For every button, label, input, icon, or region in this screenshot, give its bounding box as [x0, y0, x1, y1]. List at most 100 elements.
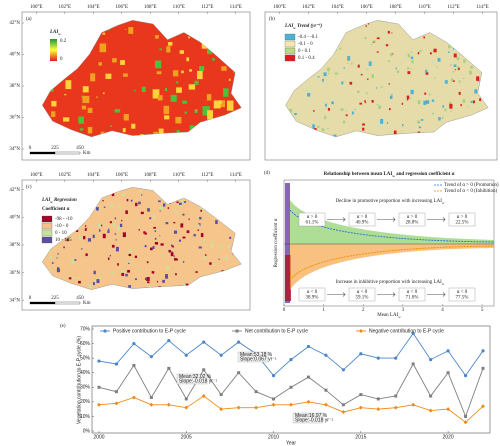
- marker: [376, 356, 380, 360]
- speckle: [144, 245, 147, 248]
- speckle: [179, 203, 182, 208]
- speckle: [109, 254, 111, 257]
- x-tick-label: 108°E: [144, 173, 157, 178]
- marker: [306, 344, 311, 349]
- region: [42, 187, 242, 290]
- marker: [394, 356, 398, 360]
- speckle: [220, 245, 223, 249]
- speckle: [56, 268, 61, 273]
- speckle: [380, 86, 383, 88]
- arrow: [377, 217, 396, 222]
- marker: [411, 402, 416, 407]
- y-tick-label: 34°N: [9, 147, 20, 152]
- marker: [202, 368, 206, 372]
- legend-swatch: [284, 33, 296, 41]
- subscript: w: [442, 201, 445, 205]
- speckle: [86, 228, 89, 231]
- legend-swatch: [41, 236, 53, 244]
- marker: [132, 363, 136, 367]
- colorbar-label: 0.2: [60, 39, 67, 44]
- speckle: [307, 92, 311, 97]
- region: [42, 20, 242, 138]
- speckle: [176, 201, 179, 203]
- annotation-box: [176, 373, 208, 385]
- speckle: [156, 71, 162, 75]
- speckle: [78, 116, 84, 124]
- speckle: [114, 221, 116, 224]
- box-label: α > 0: [307, 215, 318, 220]
- x-axis-label: Mean LAIw: [377, 313, 401, 319]
- speckle: [127, 269, 130, 273]
- speckle: [66, 238, 69, 242]
- annotation: Mean:53.18 %: [240, 352, 273, 358]
- scale-bar: [54, 151, 81, 155]
- speckle: [429, 52, 432, 55]
- speckle: [98, 62, 102, 66]
- x-tick-label: 4: [441, 308, 444, 313]
- text-part: Relationship between mean LAI: [324, 172, 393, 177]
- box-value: 22.5%: [456, 221, 469, 226]
- x-tick-label: 112°E: [447, 5, 459, 10]
- speckle: [441, 117, 443, 119]
- text-part: Mean LAI: [377, 313, 398, 318]
- marker: [446, 371, 450, 375]
- speckle: [202, 239, 205, 243]
- arrow: [327, 217, 346, 222]
- marker: [341, 368, 345, 372]
- speckle: [362, 123, 365, 126]
- speckle: [85, 253, 88, 257]
- speckle: [57, 253, 59, 255]
- y-tick-label: 40%: [80, 370, 91, 376]
- speckle: [178, 202, 182, 205]
- trend-curve: [289, 245, 495, 281]
- speckle: [63, 246, 66, 249]
- speckle: [448, 45, 451, 49]
- speckle: [472, 100, 475, 104]
- speckle: [333, 134, 337, 137]
- speckle: [205, 254, 207, 257]
- box-label: α > 0: [357, 215, 368, 220]
- proportion-box: [398, 212, 426, 227]
- speckle: [373, 39, 376, 43]
- x-tick-label: 100°E: [30, 173, 43, 178]
- box-value: 71.0%: [406, 296, 419, 301]
- y-axis-label: Regression coefficient α: [274, 218, 279, 267]
- speckle: [419, 49, 422, 52]
- speckle: [123, 73, 128, 77]
- x-tick-label: 114°E: [476, 5, 488, 10]
- speckle: [150, 247, 153, 251]
- speckle: [131, 123, 136, 129]
- speckle: [454, 69, 456, 71]
- speckle: [68, 277, 72, 280]
- speckle: [224, 256, 228, 261]
- marker: [202, 340, 206, 344]
- arrow: [427, 292, 446, 297]
- speckle: [229, 236, 232, 239]
- subscript: w: [58, 32, 61, 36]
- y-tick-label: 42°N: [9, 21, 20, 26]
- x-tick-label: 2020: [443, 434, 454, 440]
- speckle: [51, 100, 57, 107]
- x-tick-label: 104°E: [87, 173, 100, 178]
- colorbar: [50, 39, 57, 61]
- speckle: [114, 217, 117, 220]
- speckle: [424, 92, 427, 95]
- speckle: [202, 106, 209, 116]
- box-value: 28.8%: [406, 221, 419, 226]
- speckle: [366, 68, 368, 71]
- speckle: [425, 72, 429, 75]
- speckle: [128, 253, 132, 257]
- speckle: [157, 95, 163, 101]
- legend-label: 0 - 10: [55, 231, 67, 236]
- speckle: [391, 32, 393, 34]
- speckle: [179, 261, 182, 263]
- speckle: [96, 96, 98, 99]
- scale-unit: Km: [83, 301, 91, 306]
- speckle: [223, 88, 229, 97]
- proportion-box: [398, 287, 426, 302]
- region: [285, 20, 489, 138]
- speckle: [82, 95, 90, 104]
- x-tick-label: 100°E: [273, 5, 286, 10]
- speckle: [159, 206, 163, 211]
- speckle: [371, 43, 373, 46]
